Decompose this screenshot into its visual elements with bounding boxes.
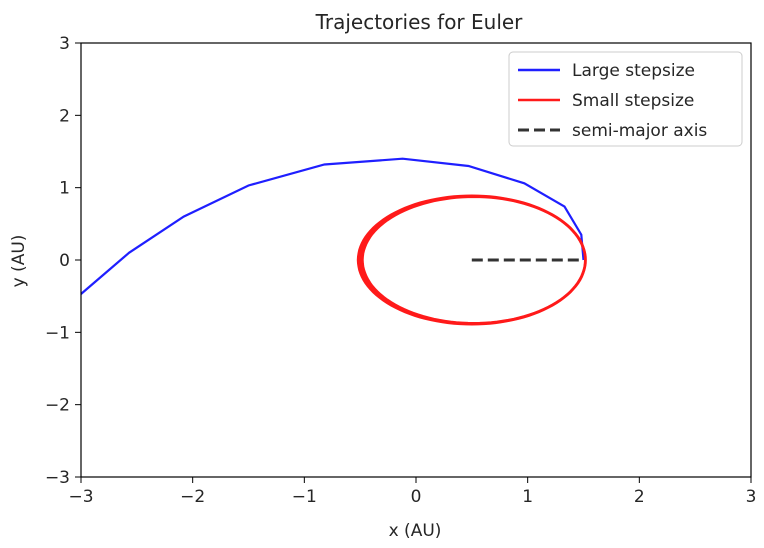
x-tick-label: −2 xyxy=(180,487,205,507)
y-tick-label: −2 xyxy=(45,396,70,416)
y-axis-label: y (AU) xyxy=(9,235,29,288)
legend: Large stepsize Small stepsize semi-major a… xyxy=(508,51,743,147)
x-axis-label: x (AU) xyxy=(389,521,442,541)
y-tick-label: 2 xyxy=(59,106,70,126)
x-tick-label: −3 xyxy=(68,487,93,507)
series-large-stepsize xyxy=(81,157,585,295)
x-tick-label: 3 xyxy=(746,487,757,507)
legend-label: Large stepsize xyxy=(572,61,695,81)
y-tick-label: 3 xyxy=(59,34,70,54)
y-tick-label: −3 xyxy=(45,468,70,488)
legend-label: Small stepsize xyxy=(572,91,694,111)
legend-box xyxy=(508,51,743,147)
y-tick-label: 1 xyxy=(59,179,70,199)
orbit-loop xyxy=(361,195,587,325)
y-tick-label: 0 xyxy=(59,251,70,271)
plot-area xyxy=(81,157,587,326)
x-tick-label: −1 xyxy=(292,487,317,507)
y-tick-label: −1 xyxy=(45,323,70,343)
x-tick-label: 0 xyxy=(411,487,422,507)
axes: −3 −2 −1 0 1 2 3 −3 −2 −1 0 1 2 3 xyxy=(45,34,756,507)
legend-label: semi-major axis xyxy=(572,121,707,141)
x-tick-label: 2 xyxy=(634,487,645,507)
chart-title: Trajectories for Euler xyxy=(315,10,524,34)
series-small-stepsize xyxy=(356,194,587,326)
x-tick-label: 1 xyxy=(522,487,533,507)
